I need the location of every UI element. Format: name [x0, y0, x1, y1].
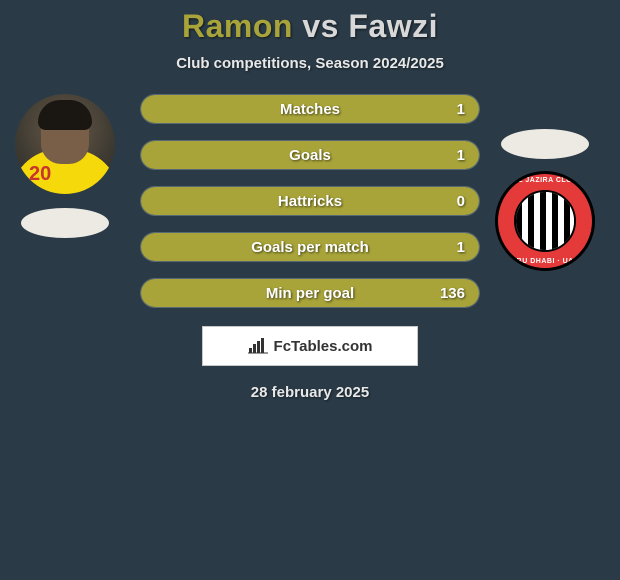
stat-label: Min per goal [141, 279, 479, 308]
left-team-oval [21, 208, 109, 238]
stat-right-value: 0 [457, 187, 465, 216]
page-title: Ramon vs Fawzi [0, 8, 620, 45]
title-player1: Ramon [182, 8, 293, 44]
stat-bar: Goals per match 1 [140, 232, 480, 262]
brand-box: FcTables.com [202, 326, 418, 366]
stat-right-value: 1 [457, 141, 465, 170]
right-team-oval [501, 129, 589, 159]
stat-bar: Goals 1 [140, 140, 480, 170]
left-player-block: 20 [10, 94, 120, 238]
club-crest: AL JAZIRA CLUB ABU DHABI · UAE [495, 171, 595, 271]
player-avatar: 20 [15, 94, 115, 194]
crest-stripes [516, 192, 574, 250]
crest-text-bot: ABU DHABI · UAE [498, 258, 592, 265]
stat-right-value: 1 [457, 95, 465, 124]
subtitle: Club competitions, Season 2024/2025 [0, 55, 620, 72]
brand-suffix: .com [337, 338, 372, 355]
title-vs: vs [302, 8, 339, 44]
avatar-hair [38, 100, 92, 130]
infographic-root: Ramon vs Fawzi Club competitions, Season… [0, 0, 620, 401]
crest-text-top: AL JAZIRA CLUB [498, 177, 592, 184]
stat-label: Matches [141, 95, 479, 124]
comparison-area: 20 AL JAZIRA CLUB ABU DHABI · UAE Matche… [0, 94, 620, 308]
stat-bar: Min per goal 136 [140, 278, 480, 308]
stat-label: Goals [141, 141, 479, 170]
jersey-number: 20 [29, 163, 51, 186]
brand-prefix: Fc [274, 338, 292, 355]
stat-bars: Matches 1 Goals 1 Hattricks 0 Goals per … [140, 94, 480, 308]
stat-bar: Hattricks 0 [140, 186, 480, 216]
stat-right-value: 1 [457, 233, 465, 262]
brand-text: FcTables.com [274, 338, 373, 355]
right-player-block: AL JAZIRA CLUB ABU DHABI · UAE [490, 129, 600, 271]
brand-main: Tables [291, 338, 337, 355]
crest-inner [514, 190, 576, 252]
stat-bar: Matches 1 [140, 94, 480, 124]
date-text: 28 february 2025 [0, 384, 620, 401]
stat-label: Goals per match [141, 233, 479, 262]
stat-right-value: 136 [440, 279, 465, 308]
bar-chart-icon [248, 338, 268, 354]
stat-label: Hattricks [141, 187, 479, 216]
title-player2: Fawzi [348, 8, 438, 44]
